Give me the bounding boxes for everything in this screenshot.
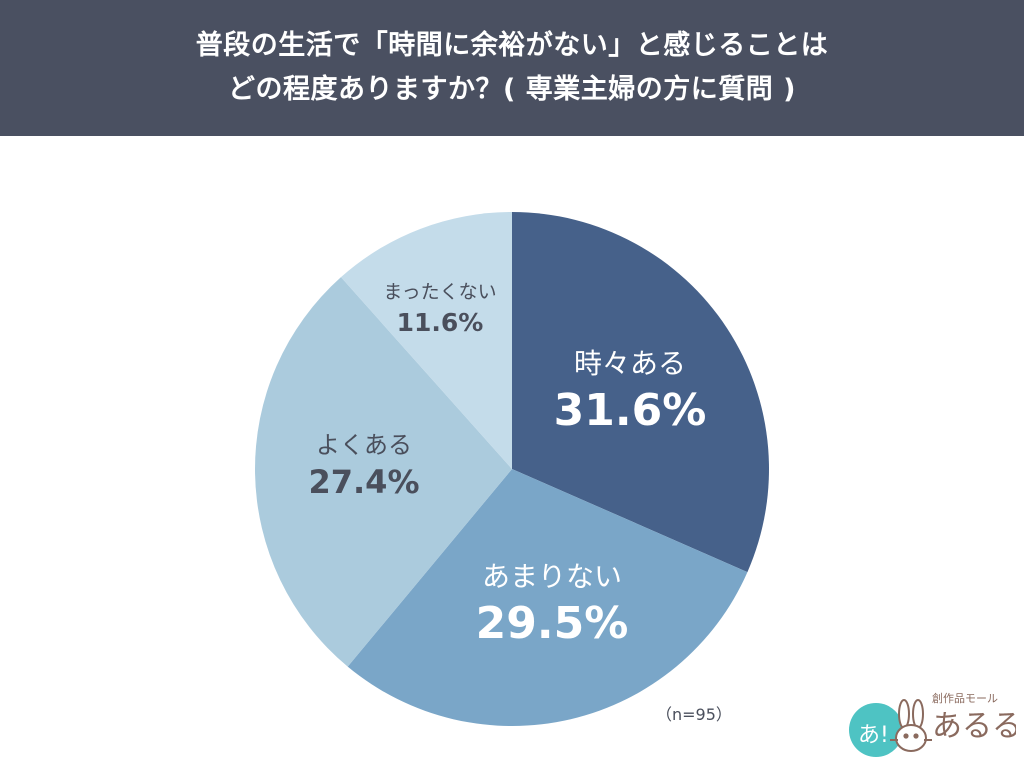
logo-big-text: あるる [932, 709, 1016, 744]
slice-label-sometimes: 時々ある 31.6% [553, 347, 707, 436]
logo-badge-circle [849, 703, 903, 757]
title-line-2: どの程度ありますか？( 専業主婦の方に質問 ) [228, 74, 796, 105]
slice-sometimes [512, 212, 769, 573]
slice-label-often: よくある 27.4% [308, 431, 420, 501]
slice-rarely [347, 469, 748, 726]
title-line-1: 普段の生活で「時間に余裕がない」と感じることは [195, 30, 829, 61]
sample-size-note: （n=95） [656, 705, 732, 724]
logo-badge-text: あ! [858, 723, 889, 748]
slice-often [255, 277, 512, 667]
slice-label-never: まったくない 11.6% [383, 281, 497, 337]
arulu-logo: あ! 創作品モール あるる [849, 691, 1016, 757]
rabbit-icon [890, 699, 932, 752]
slice-never [340, 212, 512, 469]
slice-label-rarely: あまりない 29.5% [475, 560, 629, 649]
chart-title-banner: 普段の生活で「時間に余裕がない」と感じることは どの程度ありますか？( 専業主婦… [0, 0, 1024, 136]
logo-small-text: 創作品モール [932, 691, 998, 705]
